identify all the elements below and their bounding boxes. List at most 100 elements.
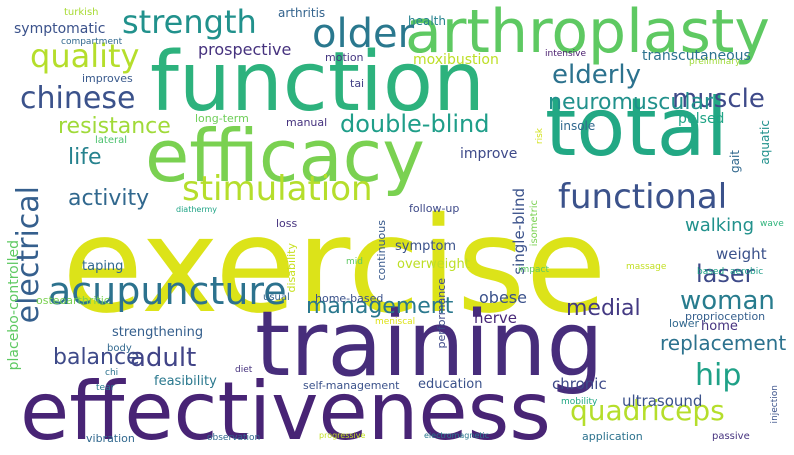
word-observation: observation	[207, 433, 261, 443]
word-life: life	[68, 145, 102, 170]
word-aerobic: aerobic	[730, 267, 764, 277]
word-meniscal: meniscal	[375, 317, 416, 327]
word-impact: impact	[518, 265, 549, 275]
word-efficacy: efficacy	[145, 114, 425, 198]
word-wave: wave	[760, 219, 784, 229]
word-medial: medial	[566, 296, 641, 321]
word-hip: hip	[695, 358, 742, 393]
word-elderly: elderly	[552, 60, 642, 90]
word-taping: taping	[82, 259, 124, 274]
word-diathermy: diathermy	[176, 205, 218, 214]
word-compartment: compartment	[61, 37, 123, 47]
word-overweight: overweight	[397, 257, 470, 272]
word-resistance: resistance	[58, 114, 171, 139]
word-functional: functional	[558, 177, 728, 217]
word-obese: obese	[479, 288, 527, 307]
word-home-based: home-based	[315, 292, 384, 305]
word-improve: improve	[460, 146, 518, 162]
word-chi: chi	[105, 368, 119, 378]
word-arthroplasty: arthroplasty	[405, 0, 770, 67]
word-neuromuscular: neuromuscular	[548, 90, 713, 115]
word-management: management	[306, 294, 454, 319]
word-progressive: progressive	[319, 431, 366, 440]
word-chinese: chinese	[20, 81, 136, 116]
word-feasibility: feasibility	[154, 374, 217, 389]
word-placebo-controlled: placebo-controlled	[6, 240, 22, 371]
word-double-blind: double-blind	[340, 110, 490, 138]
word-follow-up: follow-up	[409, 202, 460, 215]
word-long-term: long-term	[195, 112, 249, 125]
word-balance: balance	[53, 345, 140, 370]
word-pulsed: pulsed	[678, 111, 725, 127]
word-preliminary: preliminary	[689, 57, 741, 67]
word-health: health	[408, 14, 446, 28]
word-chronic: chronic	[552, 375, 607, 393]
word-turkish: turkish	[64, 7, 99, 18]
word-prospective: prospective	[198, 40, 292, 59]
word-gait: gait	[728, 150, 742, 174]
word-vibration: vibration	[86, 432, 135, 445]
word-transcutaneous: transcutaneous	[642, 48, 751, 64]
word-aquatic: aquatic	[758, 120, 772, 165]
word-education: education	[418, 377, 483, 392]
word-risk: risk	[535, 128, 545, 145]
word-home: home	[701, 319, 738, 334]
word-single-blind: single-blind	[510, 188, 528, 275]
word-lower: lower	[669, 317, 700, 330]
word-effectiveness: effectiveness	[20, 365, 551, 455]
word-ultrasound: ultrasound	[622, 392, 703, 410]
word-electromagnetic: electromagnetic	[424, 431, 490, 440]
word-arthritis: arthritis	[278, 6, 326, 20]
word-acupuncture: acupuncture	[48, 269, 287, 313]
word-continuous: continuous	[375, 220, 388, 281]
word-performance: performance	[435, 278, 448, 349]
word-insole: insole	[560, 119, 596, 133]
word-muscle: muscle	[672, 84, 765, 114]
word-stimulation: stimulation	[182, 169, 373, 209]
word-replacement: replacement	[660, 331, 787, 355]
word-strengthening: strengthening	[112, 325, 204, 340]
word-walking: walking	[685, 215, 755, 236]
word-application: application	[582, 430, 643, 443]
word-strength: strength	[122, 3, 257, 41]
word-massage: massage	[626, 262, 667, 272]
word-loss: loss	[276, 217, 298, 230]
word-nerve: nerve	[474, 309, 518, 327]
word-woman: woman	[680, 286, 775, 316]
word-mobility: mobility	[561, 397, 598, 407]
word-function: function	[150, 35, 485, 130]
word-total: total	[545, 81, 728, 174]
word-body: body	[107, 343, 132, 354]
word-exercise: exercise	[62, 189, 607, 343]
word-weight: weight	[716, 245, 767, 263]
word-moxibustion: moxibustion	[413, 52, 499, 68]
word-quadriceps: quadriceps	[570, 394, 725, 427]
word-activity: activity	[68, 186, 150, 211]
word-disability: disability	[285, 243, 298, 293]
word-diet: diet	[235, 365, 253, 375]
word-tear: tear	[96, 383, 115, 393]
word-passive: passive	[712, 431, 750, 442]
word-injection: injection	[770, 385, 780, 424]
word-isometric: isometric	[529, 200, 540, 247]
word-laser: laser	[696, 260, 755, 288]
word-older: older	[312, 11, 415, 57]
word-symptomatic: symptomatic	[14, 21, 106, 37]
word-symptom: symptom	[395, 239, 457, 254]
word-self-management: self-management	[303, 379, 400, 392]
word-training: training	[255, 292, 604, 397]
word-quality: quality	[30, 37, 140, 75]
word-intensive: intensive	[545, 49, 587, 59]
word-lateral: lateral	[95, 135, 127, 146]
word-osteoarthritic: osteoarthritic	[36, 294, 110, 307]
word-manual: manual	[286, 116, 328, 129]
word-tai: tai	[350, 77, 365, 90]
word-based: based	[697, 267, 725, 277]
word-proprioception: proprioception	[685, 310, 766, 323]
word-improves: improves	[82, 72, 133, 85]
word-mid: mid	[346, 257, 363, 267]
word-usual: usual	[263, 292, 290, 303]
word-adult: adult	[130, 343, 197, 373]
word-motion: motion	[325, 51, 364, 64]
